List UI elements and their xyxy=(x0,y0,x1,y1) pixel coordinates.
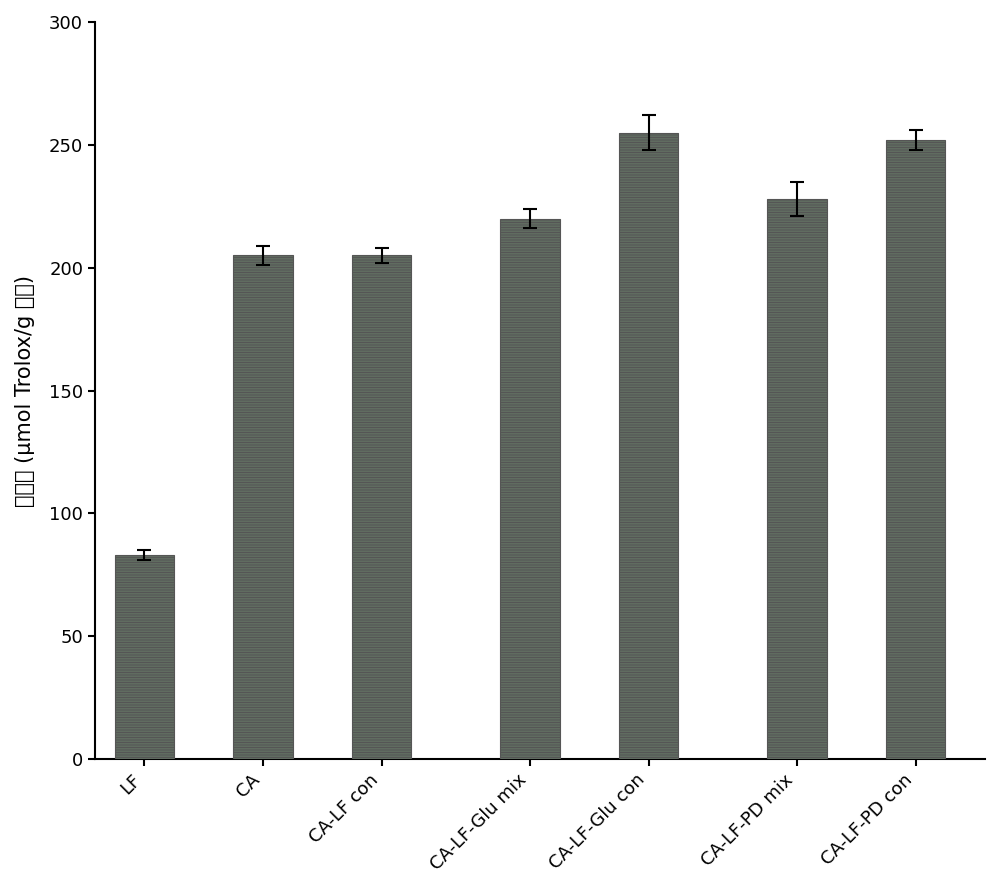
Bar xyxy=(233,255,293,759)
Bar xyxy=(767,199,827,759)
Y-axis label: 还原力 (μmol Trolox/g 样品): 还原力 (μmol Trolox/g 样品) xyxy=(15,275,35,507)
Bar xyxy=(500,219,560,759)
Bar xyxy=(886,140,945,759)
Bar xyxy=(619,132,678,759)
Bar xyxy=(115,556,174,759)
Bar xyxy=(352,255,411,759)
